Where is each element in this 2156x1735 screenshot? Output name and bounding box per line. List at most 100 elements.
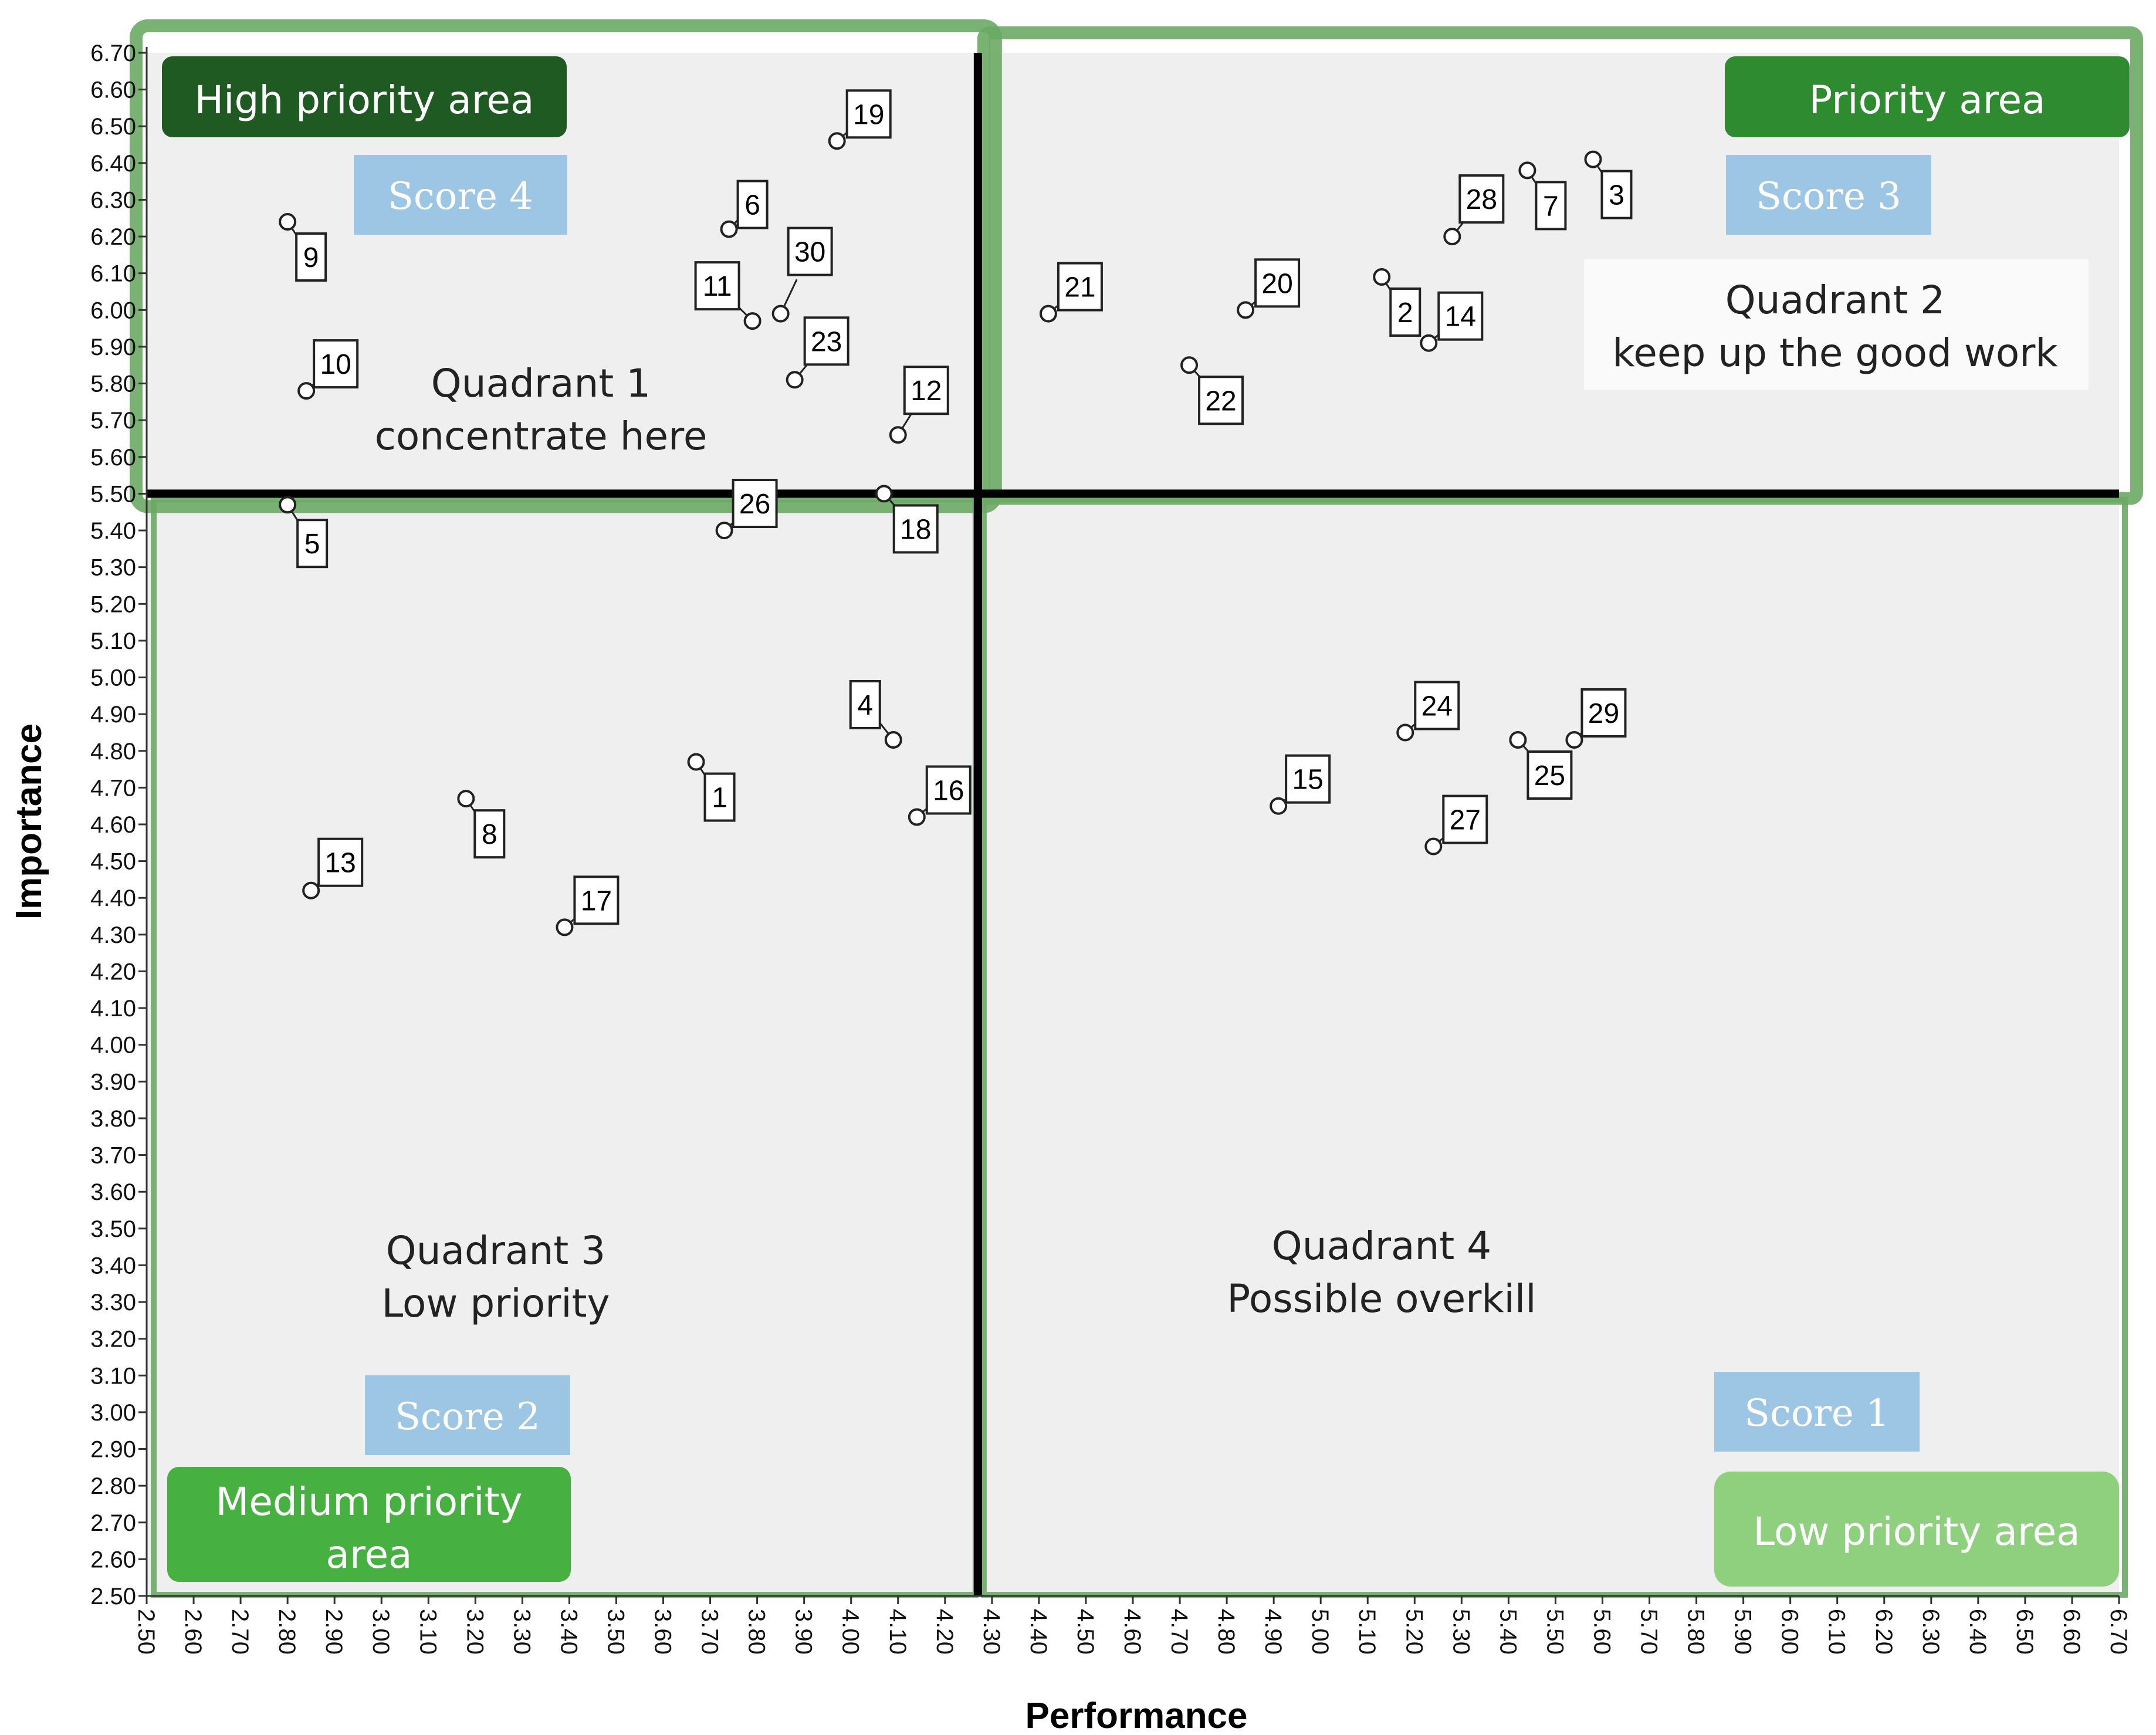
data-point-29: 29 bbox=[1565, 688, 1627, 749]
point-label: 18 bbox=[900, 514, 931, 545]
x-tick-label: 3.90 bbox=[791, 1609, 817, 1655]
y-tick-label: 4.80 bbox=[90, 739, 136, 765]
y-axis-ticks: 2.50 2.60 2.70 2.80 2.90 3.00 3.10 3.20 3.30 3.40… bbox=[90, 40, 147, 1609]
point-marker bbox=[1270, 797, 1288, 815]
x-tick-label: 3.10 bbox=[415, 1609, 441, 1655]
data-point-10: 10 bbox=[297, 339, 359, 400]
x-tick-label: 5.90 bbox=[1730, 1609, 1756, 1655]
quadrant-2-text-bg bbox=[1584, 259, 2089, 390]
y-tick-label: 3.20 bbox=[90, 1327, 136, 1352]
low-priority-badge: Low priority area bbox=[1714, 1472, 2119, 1587]
x-axis-title: Performance bbox=[1025, 1696, 1247, 1735]
y-tick-label: 4.70 bbox=[90, 775, 136, 801]
x-tick-label: 5.60 bbox=[1589, 1609, 1615, 1655]
y-tick-label: 4.60 bbox=[90, 812, 136, 838]
point-label: 1 bbox=[712, 783, 727, 814]
medium-priority-badge: Medium priority area bbox=[167, 1467, 571, 1582]
x-tick-label: 3.50 bbox=[603, 1609, 628, 1655]
point-label-box bbox=[296, 519, 329, 569]
point-label-box bbox=[703, 772, 736, 822]
point-marker bbox=[875, 485, 893, 503]
point-label-box bbox=[1254, 258, 1301, 308]
point-label-box bbox=[694, 261, 740, 311]
x-tick-label: 2.60 bbox=[180, 1609, 206, 1655]
point-label: 9 bbox=[303, 242, 319, 273]
x-tick-label: 4.20 bbox=[932, 1609, 957, 1655]
score-2-label: Score 2 bbox=[395, 1395, 540, 1439]
point-label-box bbox=[295, 232, 327, 282]
y-tick-label: 2.70 bbox=[90, 1510, 136, 1536]
y-tick-label: 6.60 bbox=[90, 77, 136, 103]
point-label-box bbox=[787, 226, 833, 276]
x-tick-label: 4.60 bbox=[1119, 1609, 1145, 1655]
point-marker bbox=[1518, 161, 1536, 180]
point-marker bbox=[828, 132, 846, 150]
data-point-4: 4 bbox=[849, 679, 902, 749]
point-label-box bbox=[1437, 291, 1484, 341]
point-label: 5 bbox=[304, 529, 320, 560]
x-tick-label: 3.60 bbox=[650, 1609, 676, 1655]
score-2-box: Score 2 bbox=[365, 1375, 570, 1455]
score-4-bg bbox=[354, 155, 567, 235]
low-priority-badge-bg bbox=[1714, 1472, 2119, 1587]
point-label-box bbox=[849, 679, 881, 729]
point-marker bbox=[556, 918, 574, 936]
y-tick-label: 4.30 bbox=[90, 922, 136, 948]
point-label-box bbox=[473, 809, 506, 859]
point-label-box bbox=[732, 479, 778, 529]
x-tick-label: 5.50 bbox=[1542, 1609, 1568, 1655]
y-tick-label: 6.30 bbox=[90, 187, 136, 213]
data-point-26: 26 bbox=[715, 479, 778, 540]
data-point-2: 2 bbox=[1373, 268, 1421, 337]
y-tick-label: 5.30 bbox=[90, 555, 136, 581]
high-priority-badge: High priority area bbox=[162, 56, 567, 137]
y-tick-label: 2.60 bbox=[90, 1547, 136, 1572]
data-point-25: 25 bbox=[1509, 730, 1573, 800]
y-tick-label: 5.50 bbox=[90, 481, 136, 507]
point-label: 21 bbox=[1064, 272, 1095, 303]
quadrant-2-subtitle: keep up the good work bbox=[1612, 330, 2058, 376]
y-tick-label: 4.00 bbox=[90, 1033, 136, 1058]
x-tick-label: 5.40 bbox=[1495, 1609, 1521, 1655]
x-tick-label: 4.90 bbox=[1260, 1609, 1286, 1655]
quadrant-1-title: Quadrant 1 bbox=[431, 361, 651, 406]
x-tick-label: 5.80 bbox=[1683, 1609, 1709, 1655]
point-label-box bbox=[1389, 287, 1421, 337]
point-label-box bbox=[1600, 170, 1633, 219]
medium-priority-label-line2: area bbox=[326, 1532, 412, 1577]
point-marker bbox=[279, 213, 297, 231]
quadrant-2-title: Quadrant 2 bbox=[1725, 278, 1945, 323]
x-tick-label: 3.70 bbox=[697, 1609, 723, 1655]
y-tick-label: 3.30 bbox=[90, 1290, 136, 1315]
point-label: 19 bbox=[853, 99, 884, 130]
point-label: 26 bbox=[739, 489, 770, 520]
x-tick-label: 2.50 bbox=[133, 1609, 159, 1655]
score-3-label: Score 3 bbox=[1756, 175, 1901, 218]
y-tick-label: 3.80 bbox=[90, 1106, 136, 1132]
x-tick-label: 4.30 bbox=[979, 1609, 1004, 1655]
point-label-box bbox=[317, 837, 364, 887]
data-point-19: 19 bbox=[828, 89, 892, 150]
data-point-20: 20 bbox=[1237, 258, 1301, 319]
y-tick-label: 3.60 bbox=[90, 1179, 136, 1205]
data-point-18: 18 bbox=[875, 485, 939, 554]
y-tick-label: 5.00 bbox=[90, 665, 136, 691]
point-label-box bbox=[925, 765, 972, 815]
data-point-13: 13 bbox=[302, 837, 364, 899]
y-tick-label: 6.70 bbox=[90, 40, 136, 66]
data-point-22: 22 bbox=[1180, 356, 1244, 425]
point-marker bbox=[715, 522, 733, 540]
y-tick-label: 3.70 bbox=[90, 1143, 136, 1169]
quadrant-1-frame bbox=[130, 19, 1002, 513]
point-label: 29 bbox=[1588, 698, 1619, 729]
point-label-box bbox=[1527, 750, 1573, 800]
x-tick-label: 3.30 bbox=[509, 1609, 534, 1655]
y-tick-label: 4.40 bbox=[90, 885, 136, 911]
point-label: 16 bbox=[933, 775, 964, 806]
point-label: 15 bbox=[1292, 765, 1323, 796]
score-3-box: Score 3 bbox=[1726, 155, 1931, 235]
point-marker bbox=[279, 496, 297, 514]
x-tick-label: 6.70 bbox=[2106, 1609, 2131, 1655]
point-label: 3 bbox=[1609, 180, 1624, 211]
